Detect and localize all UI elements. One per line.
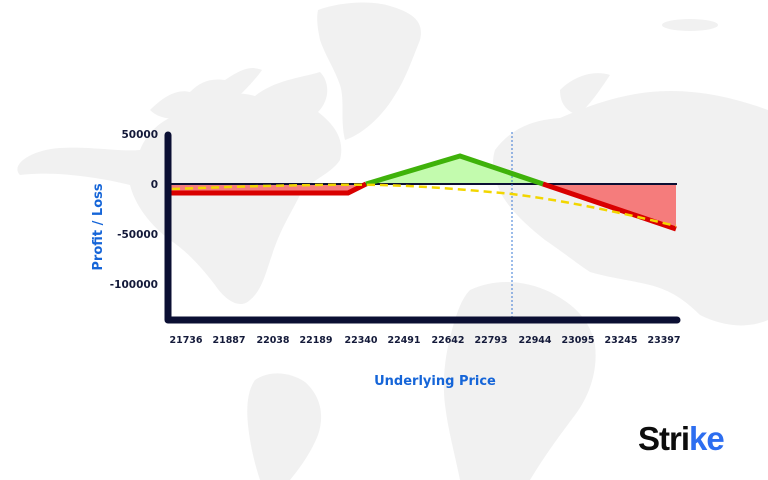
- profit-area: [366, 156, 543, 184]
- axes: [164, 131, 681, 324]
- x-tick-label: 23095: [561, 335, 594, 346]
- expiry-loss-line-left: [170, 181, 368, 196]
- map-africa: [443, 281, 596, 480]
- y-tick-label: 0: [151, 179, 158, 191]
- x-tick-label: 22340: [344, 335, 377, 346]
- expiry-profit-line: [365, 153, 544, 187]
- x-tick-label: 21736: [169, 335, 202, 346]
- x-axis-title: Underlying Price: [374, 374, 496, 389]
- x-tick-label: 22944: [518, 335, 551, 346]
- x-tick-label: 23245: [604, 335, 637, 346]
- y-tick-label: -50000: [117, 229, 158, 241]
- y-axis-title: Profit / Loss: [91, 183, 106, 270]
- logo-text-main: Stri: [638, 420, 690, 457]
- y-tick-label: -100000: [110, 279, 158, 291]
- map-south-america: [247, 373, 322, 480]
- x-tick-label: 22491: [387, 335, 420, 346]
- map-arctic-islands: [150, 68, 262, 119]
- logo-text-accent: ke: [689, 420, 725, 457]
- map-scandinavia: [560, 73, 610, 115]
- x-tick-label: 23397: [647, 335, 680, 346]
- x-tick-label: 22642: [431, 335, 464, 346]
- strike-logo: Strike: [638, 420, 725, 457]
- x-tick-label: 21887: [212, 335, 245, 346]
- x-tick-label: 22038: [256, 335, 289, 346]
- map-greenland: [317, 2, 421, 140]
- x-tick-label: 22793: [474, 335, 507, 346]
- x-tick-label: 22189: [299, 335, 332, 346]
- y-tick-label: 50000: [121, 129, 158, 141]
